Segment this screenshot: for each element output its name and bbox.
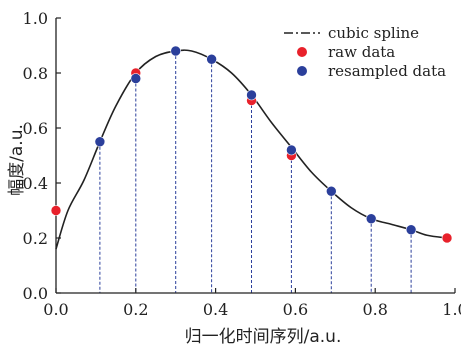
legend-resampled-label: resampled data [328,62,446,80]
x-tick-label: 0.4 [203,300,228,319]
raw-data-point [50,205,62,216]
y-tick-label: 0.4 [23,174,48,193]
resampled-data-point [130,73,142,84]
x-tick-label: 0.0 [43,300,68,319]
resampled-data-point [206,53,217,65]
resampled-data-point [326,185,337,197]
legend-raw-marker [297,47,307,57]
x-tick-label: 0.2 [123,300,148,319]
resampled-data-point [405,224,417,236]
legend-raw-label: raw data [328,43,395,61]
spline-curve-group [55,49,448,250]
raw-data-point [441,232,453,244]
x-tick-label: 1.0 [442,300,461,319]
legend-spline-label: cubic spline [328,24,419,42]
y-tick-label: 0.0 [23,284,48,303]
resampled-data-point [170,45,181,57]
resampled-data-point [94,136,106,148]
legend-resampled-marker [297,66,307,76]
x-axis-label: 归一化时间序列/a.u. [185,327,342,347]
y-axis-label: 幅度/a.u. [7,124,27,196]
cubic-spline-line [55,49,448,250]
resampled-data-point [365,213,377,225]
y-tick-label: 0.8 [23,64,48,83]
x-ticks: 0.0 0.2 0.4 0.6 0.8 1.0 [43,288,461,319]
x-tick-label: 0.6 [283,300,308,319]
y-tick-label: 1.0 [23,9,48,28]
legend: cubic spline raw data resampled data [284,24,446,80]
y-ticks: 0.0 0.2 0.4 0.6 0.8 1.0 [23,9,61,303]
data-points [50,45,453,244]
axes [55,18,455,294]
y-tick-label: 0.2 [23,229,48,248]
y-tick-label: 0.6 [23,119,48,138]
x-tick-label: 0.8 [362,300,387,319]
resampled-data-point [246,89,257,101]
resampled-stems [99,51,412,293]
resampled-data-point [286,144,297,156]
